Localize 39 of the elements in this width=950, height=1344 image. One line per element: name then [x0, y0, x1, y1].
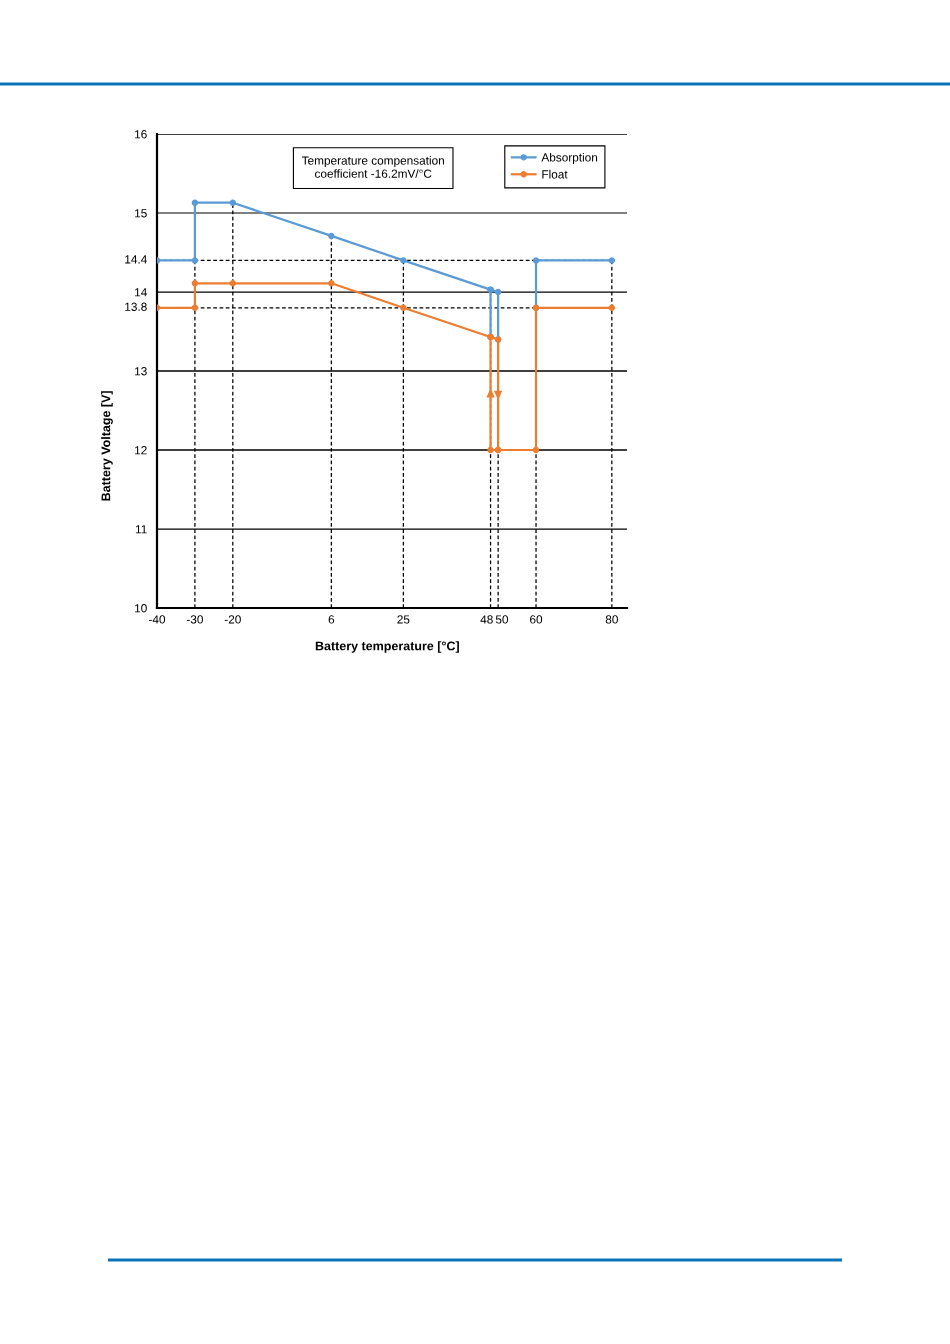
ref-line-label: 13.8	[125, 302, 147, 311]
x-tick-label: -30	[186, 615, 203, 624]
point	[229, 280, 237, 287]
x-tick-label: -20	[224, 615, 241, 624]
point	[191, 257, 199, 264]
legend-label: Float	[542, 169, 568, 179]
x-tick-label: 50	[495, 615, 509, 624]
y-tick-label: 11	[135, 525, 147, 534]
x-tick-label: 60	[530, 615, 543, 624]
y-axis-title: Battery Voltage [V]	[101, 391, 113, 501]
point	[328, 280, 335, 287]
point	[191, 199, 199, 206]
y-tick-label: 16	[135, 130, 147, 139]
y-tick-label: 12	[135, 446, 147, 455]
point	[328, 232, 335, 240]
x-tick-label: 80	[605, 615, 618, 624]
y-tick-label: 14	[135, 288, 147, 297]
point	[191, 304, 199, 311]
point	[229, 199, 237, 206]
point	[532, 446, 540, 454]
annotation: Temperature compensation coefficient -16.2mV/°C	[301, 156, 444, 178]
x-tick-label: 6	[328, 615, 335, 624]
point	[532, 257, 540, 264]
y-tick-label: 15	[135, 209, 147, 218]
point	[400, 304, 407, 311]
point	[191, 280, 199, 287]
x-tick-label: -40	[148, 615, 166, 624]
legend-label: Absorption	[541, 152, 598, 164]
point	[608, 257, 616, 264]
point	[608, 304, 616, 311]
point	[487, 446, 494, 454]
x-tick-label: 25	[397, 615, 410, 624]
x-tick-label: 48	[480, 615, 493, 624]
x-axis-title: Battery temperature [°C]	[315, 641, 459, 653]
point	[400, 257, 407, 264]
point	[494, 288, 502, 296]
y-tick-label: 13	[135, 367, 147, 376]
ref-line-label: 14.4	[125, 255, 147, 264]
y-tick-label: 10	[135, 604, 147, 613]
